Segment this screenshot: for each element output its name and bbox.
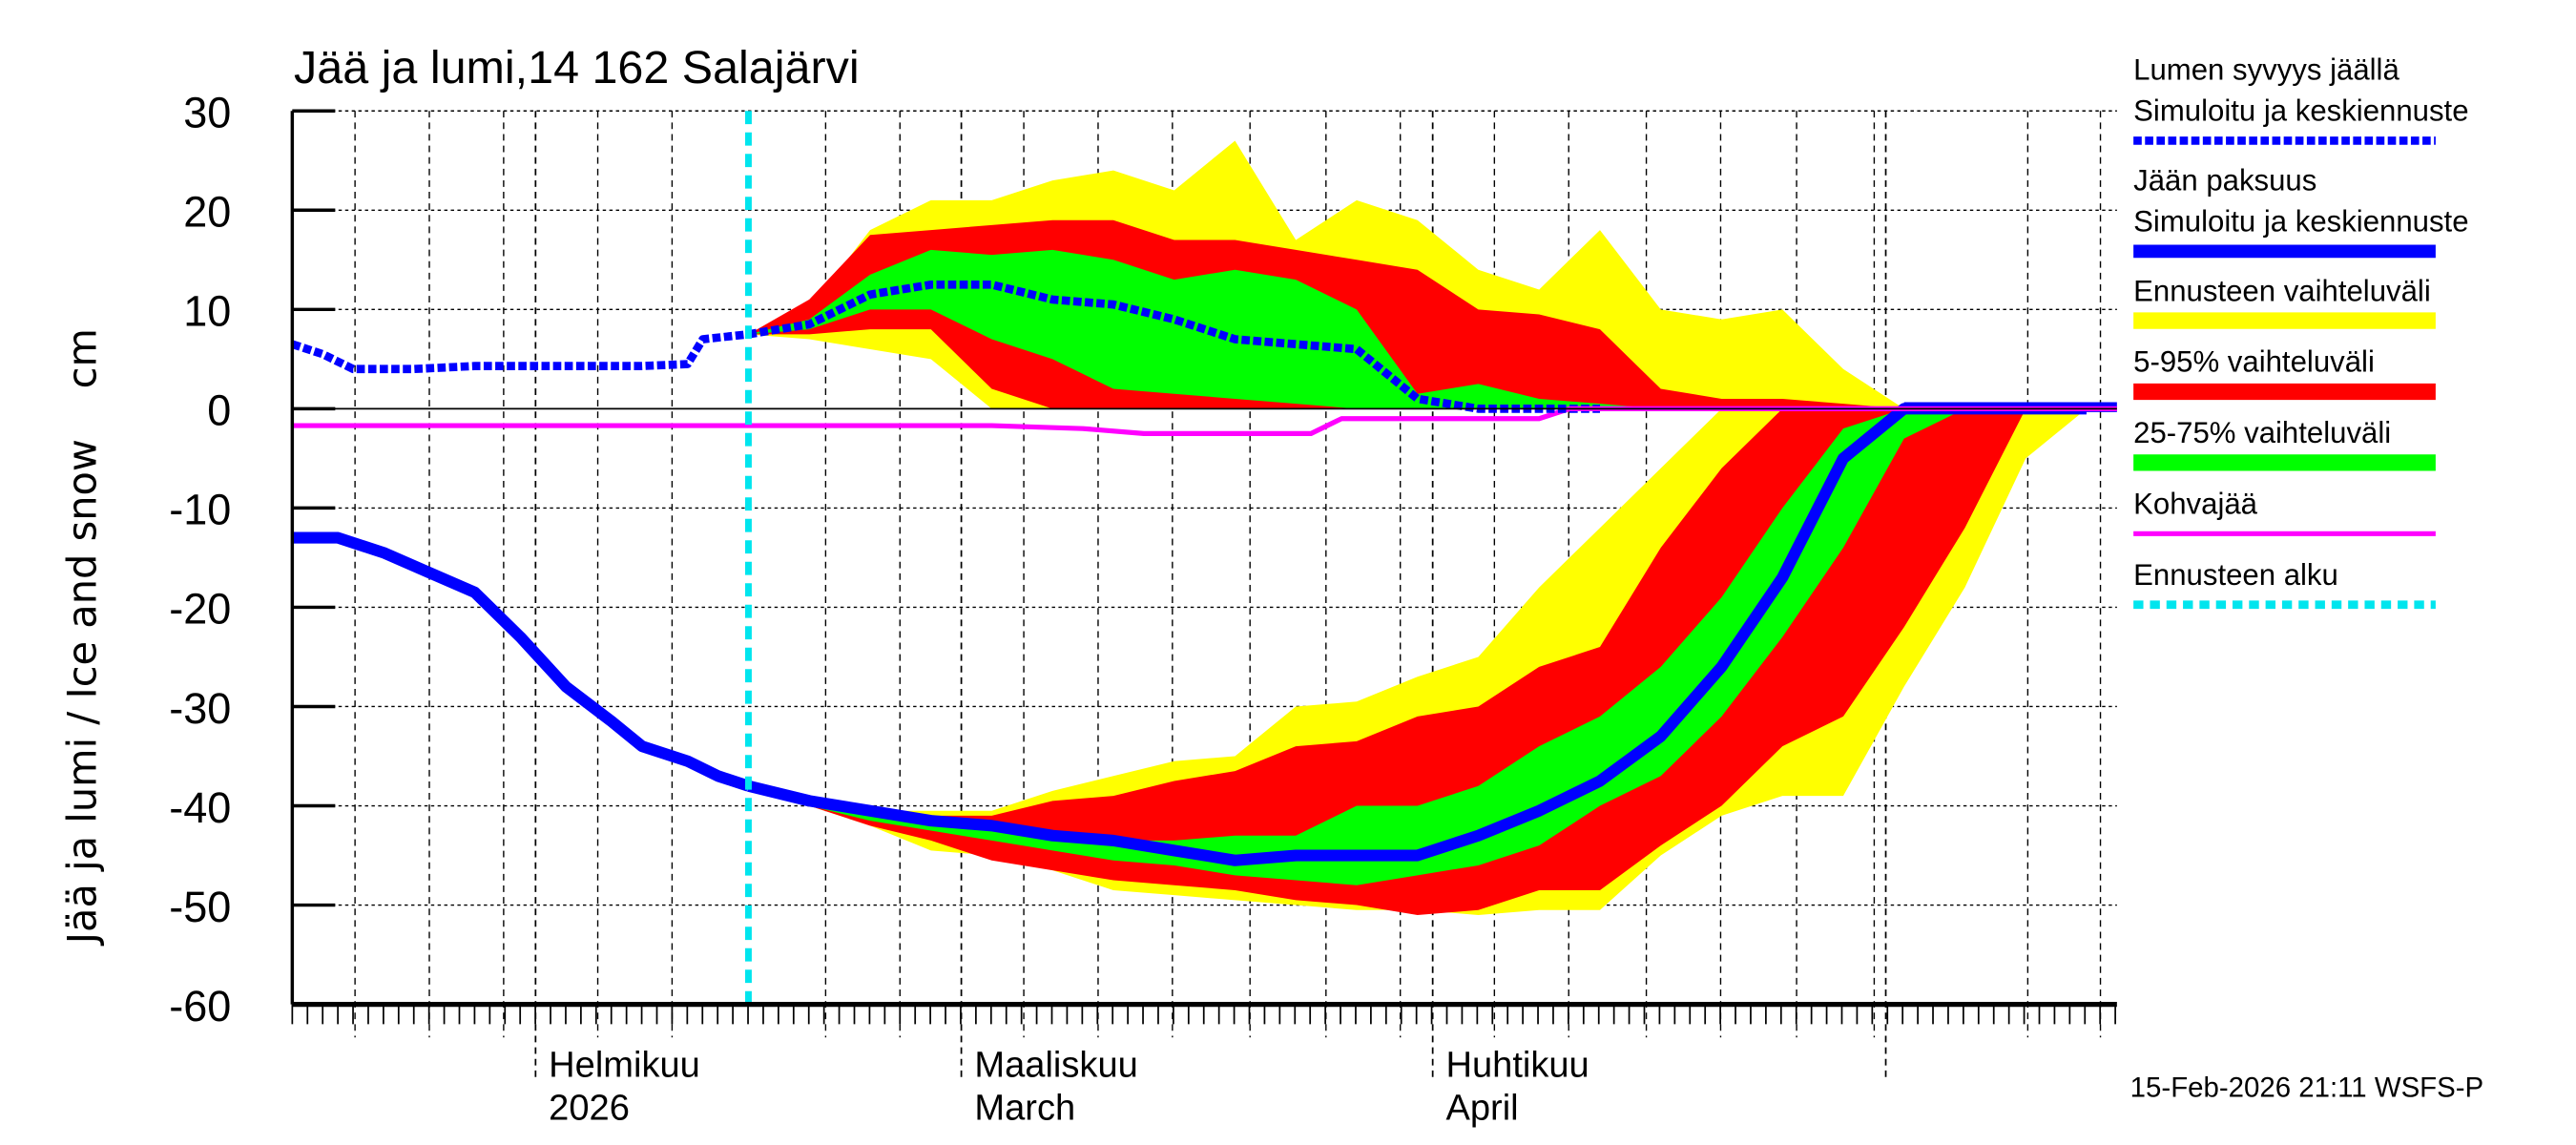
footer-timestamp: 15-Feb-2026 21:11 WSFS-P [2130, 1072, 2483, 1104]
legend-sublabel: Simuloitu ja keskiennuste [2133, 94, 2468, 128]
y-tick-label: -60 [169, 982, 231, 1030]
legend-label: Kohvajää [2133, 488, 2258, 521]
y-tick-label: -10 [169, 486, 231, 534]
ice-history-line [292, 531, 751, 792]
ice-median-line [747, 403, 2087, 866]
ice-5-95-band [748, 408, 2087, 915]
y-tick-label: 20 [183, 188, 231, 237]
legend-label: Ennusteen vaihteluväli [2133, 274, 2431, 307]
y-tick-label: -20 [169, 585, 231, 634]
y-axis-title: Jää ja lumi / Ice and snow cm [58, 328, 105, 947]
legend-label: 25-75% vaihteluväli [2133, 416, 2391, 449]
month-label: Maaliskuu [974, 1046, 1137, 1086]
bands [748, 140, 2087, 915]
legend-label: 5-95% vaihteluväli [2133, 345, 2375, 379]
y-tick-label: -40 [169, 783, 231, 832]
snow-median-line [747, 280, 1600, 413]
legend: Lumen syvyys jäällä Simuloitu ja keskienn… [2133, 52, 2469, 610]
month-label: Helmikuu [549, 1046, 700, 1086]
snow-25-75-band [748, 249, 2087, 409]
snow-history-line [291, 330, 749, 374]
y-tick-label: 0 [207, 386, 231, 435]
y-tick-label: 30 [183, 89, 231, 137]
month-sublabel: March [974, 1089, 1075, 1129]
y-tick-label: -50 [169, 883, 231, 931]
month-sublabel: 2026 [549, 1089, 630, 1129]
chart-title: Jää ja lumi,14 162 Salajärvi [294, 42, 860, 94]
legend-sublabel: Simuloitu ja keskiennuste [2133, 205, 2468, 239]
lines [291, 111, 2117, 1005]
legend-label: Ennusteen alku [2133, 558, 2338, 592]
y-tick-label: -30 [169, 684, 231, 733]
month-sublabel: April [1446, 1089, 1519, 1129]
legend-label: Lumen syvyys jäällä [2133, 52, 2399, 86]
y-tick-label: 10 [183, 287, 231, 336]
month-label: Huhtikuu [1446, 1046, 1589, 1086]
legend-label: Jään paksuus [2133, 163, 2316, 197]
